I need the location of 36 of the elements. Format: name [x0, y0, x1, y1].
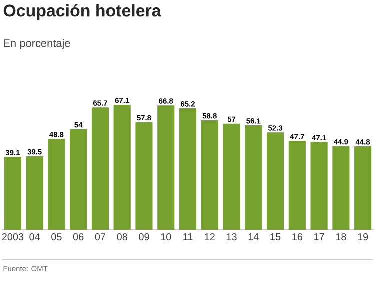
bar — [48, 139, 66, 230]
bar — [266, 132, 284, 230]
bar — [332, 146, 350, 230]
x-tick-label: 11 — [184, 234, 193, 240]
x-tick-label: 18 — [336, 234, 346, 241]
x-tick-label: 17 — [314, 234, 324, 240]
x-tick-label: 16 — [292, 234, 303, 241]
x-tick-label: 19 — [358, 234, 368, 241]
bar — [26, 156, 44, 230]
bar — [136, 122, 153, 230]
bar — [4, 157, 22, 230]
x-tick-label: 10 — [161, 234, 172, 241]
x-tick-label: 2003 — [2, 234, 24, 241]
bar — [288, 141, 306, 230]
x-tick-label: 14 — [248, 234, 259, 240]
bar — [92, 108, 110, 230]
x-tick-label: 09 — [139, 234, 150, 241]
chart-title: Ocupación hotelera — [4, 4, 162, 20]
bar — [223, 124, 240, 230]
x-tick-label: 13 — [226, 234, 237, 241]
x-tick-label: 04 — [30, 234, 40, 241]
x-tick-label: 07 — [95, 234, 106, 241]
bar — [354, 146, 372, 230]
bar — [114, 105, 131, 230]
bar — [201, 120, 218, 230]
chart-subtitle: En porcentaje — [4, 39, 70, 50]
bar — [310, 142, 328, 230]
x-tick-label: 12 — [205, 234, 215, 240]
bar — [179, 108, 197, 230]
x-tick-label: 15 — [270, 234, 281, 240]
x-tick-label: 06 — [73, 234, 84, 241]
bar — [245, 125, 262, 230]
x-tick-label: 05 — [52, 234, 62, 241]
x-tick-label: 08 — [117, 234, 128, 241]
bar — [70, 129, 88, 230]
bar — [158, 106, 175, 230]
